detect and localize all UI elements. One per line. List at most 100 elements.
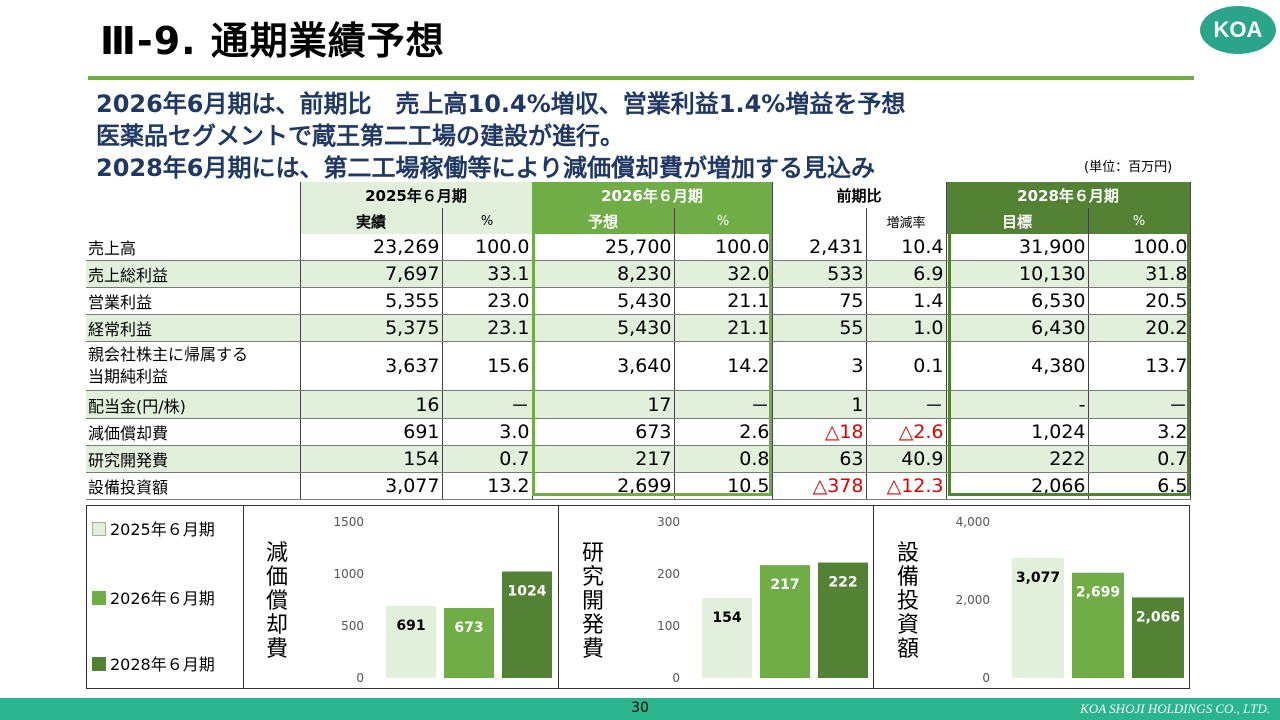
chart-title-char: 減 xyxy=(265,541,288,566)
legend-swatch xyxy=(92,657,106,671)
cell: 2.6 xyxy=(674,418,773,446)
cell: 63 xyxy=(772,445,867,473)
subheader-pct: % xyxy=(674,208,773,234)
bar-0 xyxy=(1012,557,1064,678)
company-name: KOA SHOJI HOLDINGS CO., LTD. xyxy=(1080,701,1270,716)
legend-label: 2028年６月期 xyxy=(110,655,215,674)
cell: 5,430 xyxy=(532,287,675,315)
cell: 23.0 xyxy=(442,287,533,315)
cell: 6,430 xyxy=(946,314,1089,342)
footer-bar xyxy=(0,698,1280,720)
table-row: 減価償却費 691 3.0 673 2.6 △18 △2.6 1,024 3.2 xyxy=(86,418,1191,446)
table-row: 営業利益 5,355 23.0 5,430 21.1 75 1.4 6,530 … xyxy=(86,287,1191,315)
headline-1: 2026年6月期は、前期比 売上高10.4%増収、営業利益1.4%増益を予想 xyxy=(96,90,906,118)
bar-1 xyxy=(1072,572,1124,678)
cell: 2,699 xyxy=(532,472,675,500)
row-label: 売上総利益 xyxy=(86,260,301,288)
legend-item-2028: 2028年６月期 xyxy=(92,651,215,675)
cell: － xyxy=(674,390,773,419)
y-tick-label: 100 xyxy=(657,619,680,633)
cell: 673 xyxy=(532,418,675,446)
y-tick-label: 0 xyxy=(356,671,364,685)
cell: 20.5 xyxy=(1088,287,1191,315)
bar-2 xyxy=(502,571,552,678)
cell: 8,230 xyxy=(532,260,675,288)
chart-title-char: 究 xyxy=(581,565,604,590)
cell: 32.0 xyxy=(674,260,773,288)
cell: 0.8 xyxy=(674,445,773,473)
subheader-target: 目標 xyxy=(946,208,1089,234)
cell: 100.0 xyxy=(442,234,533,261)
cell: 75 xyxy=(772,287,867,315)
cell: － xyxy=(866,390,947,419)
row-label-line: 当期純利益 xyxy=(88,367,169,386)
capex-bar-chart: 0 2,000 4,000 3,077 2,699 2,066 xyxy=(956,515,1184,685)
legend-label: 2025年６月期 xyxy=(110,520,215,539)
cell: 4,380 xyxy=(946,341,1089,391)
depreciation-bar-chart: 0 500 1000 1500 691 673 1024 xyxy=(333,515,552,685)
cell: 13.7 xyxy=(1088,341,1191,391)
cell: 23.1 xyxy=(442,314,533,342)
bar-1 xyxy=(444,608,494,678)
bar-value-label: 673 xyxy=(454,620,483,636)
cell: 5,355 xyxy=(300,287,443,315)
cell: 3.0 xyxy=(442,418,533,446)
y-tick-label: 500 xyxy=(341,619,364,633)
cell: 1.0 xyxy=(866,314,947,342)
legend-swatch xyxy=(92,522,106,536)
cell: 1 xyxy=(772,390,867,419)
panel-divider xyxy=(243,505,244,689)
cell: 0.7 xyxy=(1088,445,1191,473)
chart-title-char: 費 xyxy=(265,637,288,662)
table-row: 売上総利益 7,697 33.1 8,230 32.0 533 6.9 10,1… xyxy=(86,260,1191,288)
cell: 100.0 xyxy=(674,234,773,261)
bar-value-label: 691 xyxy=(396,618,425,634)
row-label: 売上高 xyxy=(86,234,301,261)
bar-value-label: 217 xyxy=(770,577,799,593)
row-label: 経常利益 xyxy=(86,314,301,342)
period-header-yoy: 前期比 xyxy=(772,182,947,208)
charts-panel xyxy=(86,505,1190,689)
subheader-actual: 実績 xyxy=(300,208,443,234)
period-header-2028: 2028年６月期 xyxy=(946,182,1191,208)
chart-title-char: 償 xyxy=(265,589,288,614)
legend-item-2025: 2025年６月期 xyxy=(92,516,215,540)
company-logo: KOA xyxy=(1200,6,1276,54)
page-number: 30 xyxy=(631,700,649,716)
panel-divider xyxy=(873,505,874,689)
cell: 16 xyxy=(300,390,443,419)
cell: 13.2 xyxy=(442,472,533,500)
chart-title-rnd: 研究開発費 xyxy=(580,542,606,662)
row-label: 営業利益 xyxy=(86,287,301,315)
cell: 14.2 xyxy=(674,341,773,391)
subheader-forecast: 予想 xyxy=(532,208,675,234)
cell: 21.1 xyxy=(674,314,773,342)
cell-negative: △18 xyxy=(772,418,867,446)
cell: 533 xyxy=(772,260,867,288)
headline-3: 2028年6月期には、第二工場稼働等により減価償却費が増加する見込み xyxy=(96,154,876,182)
row-label: 設備投資額 xyxy=(86,472,301,500)
cell: 2,431 xyxy=(772,234,867,261)
cell: 21.1 xyxy=(674,287,773,315)
y-tick-label: 0 xyxy=(982,671,990,685)
chart-title-char: 却 xyxy=(265,613,288,638)
cell: 17 xyxy=(532,390,675,419)
chart-title-char: 額 xyxy=(896,637,919,662)
chart-title-char: 価 xyxy=(265,565,288,590)
row-label-line: 親会社株主に帰属する xyxy=(88,345,249,364)
chart-title-char: 発 xyxy=(581,613,604,638)
cell: 25,700 xyxy=(532,234,675,261)
bar-value-label: 154 xyxy=(712,610,741,626)
cell: 6.5 xyxy=(1088,472,1191,500)
title-divider xyxy=(88,76,1194,80)
cell: 691 xyxy=(300,418,443,446)
cell: 7,697 xyxy=(300,260,443,288)
chart-title-char: 開 xyxy=(581,589,604,614)
panel-divider xyxy=(558,505,559,689)
cell: 3,637 xyxy=(300,341,443,391)
row-label: 研究開発費 xyxy=(86,445,301,473)
bar-0 xyxy=(702,597,752,678)
bar-2 xyxy=(1132,597,1184,678)
cell: 5,430 xyxy=(532,314,675,342)
headline-2: 医薬品セグメントで蔵王第二工場の建設が進行。 xyxy=(96,122,624,150)
